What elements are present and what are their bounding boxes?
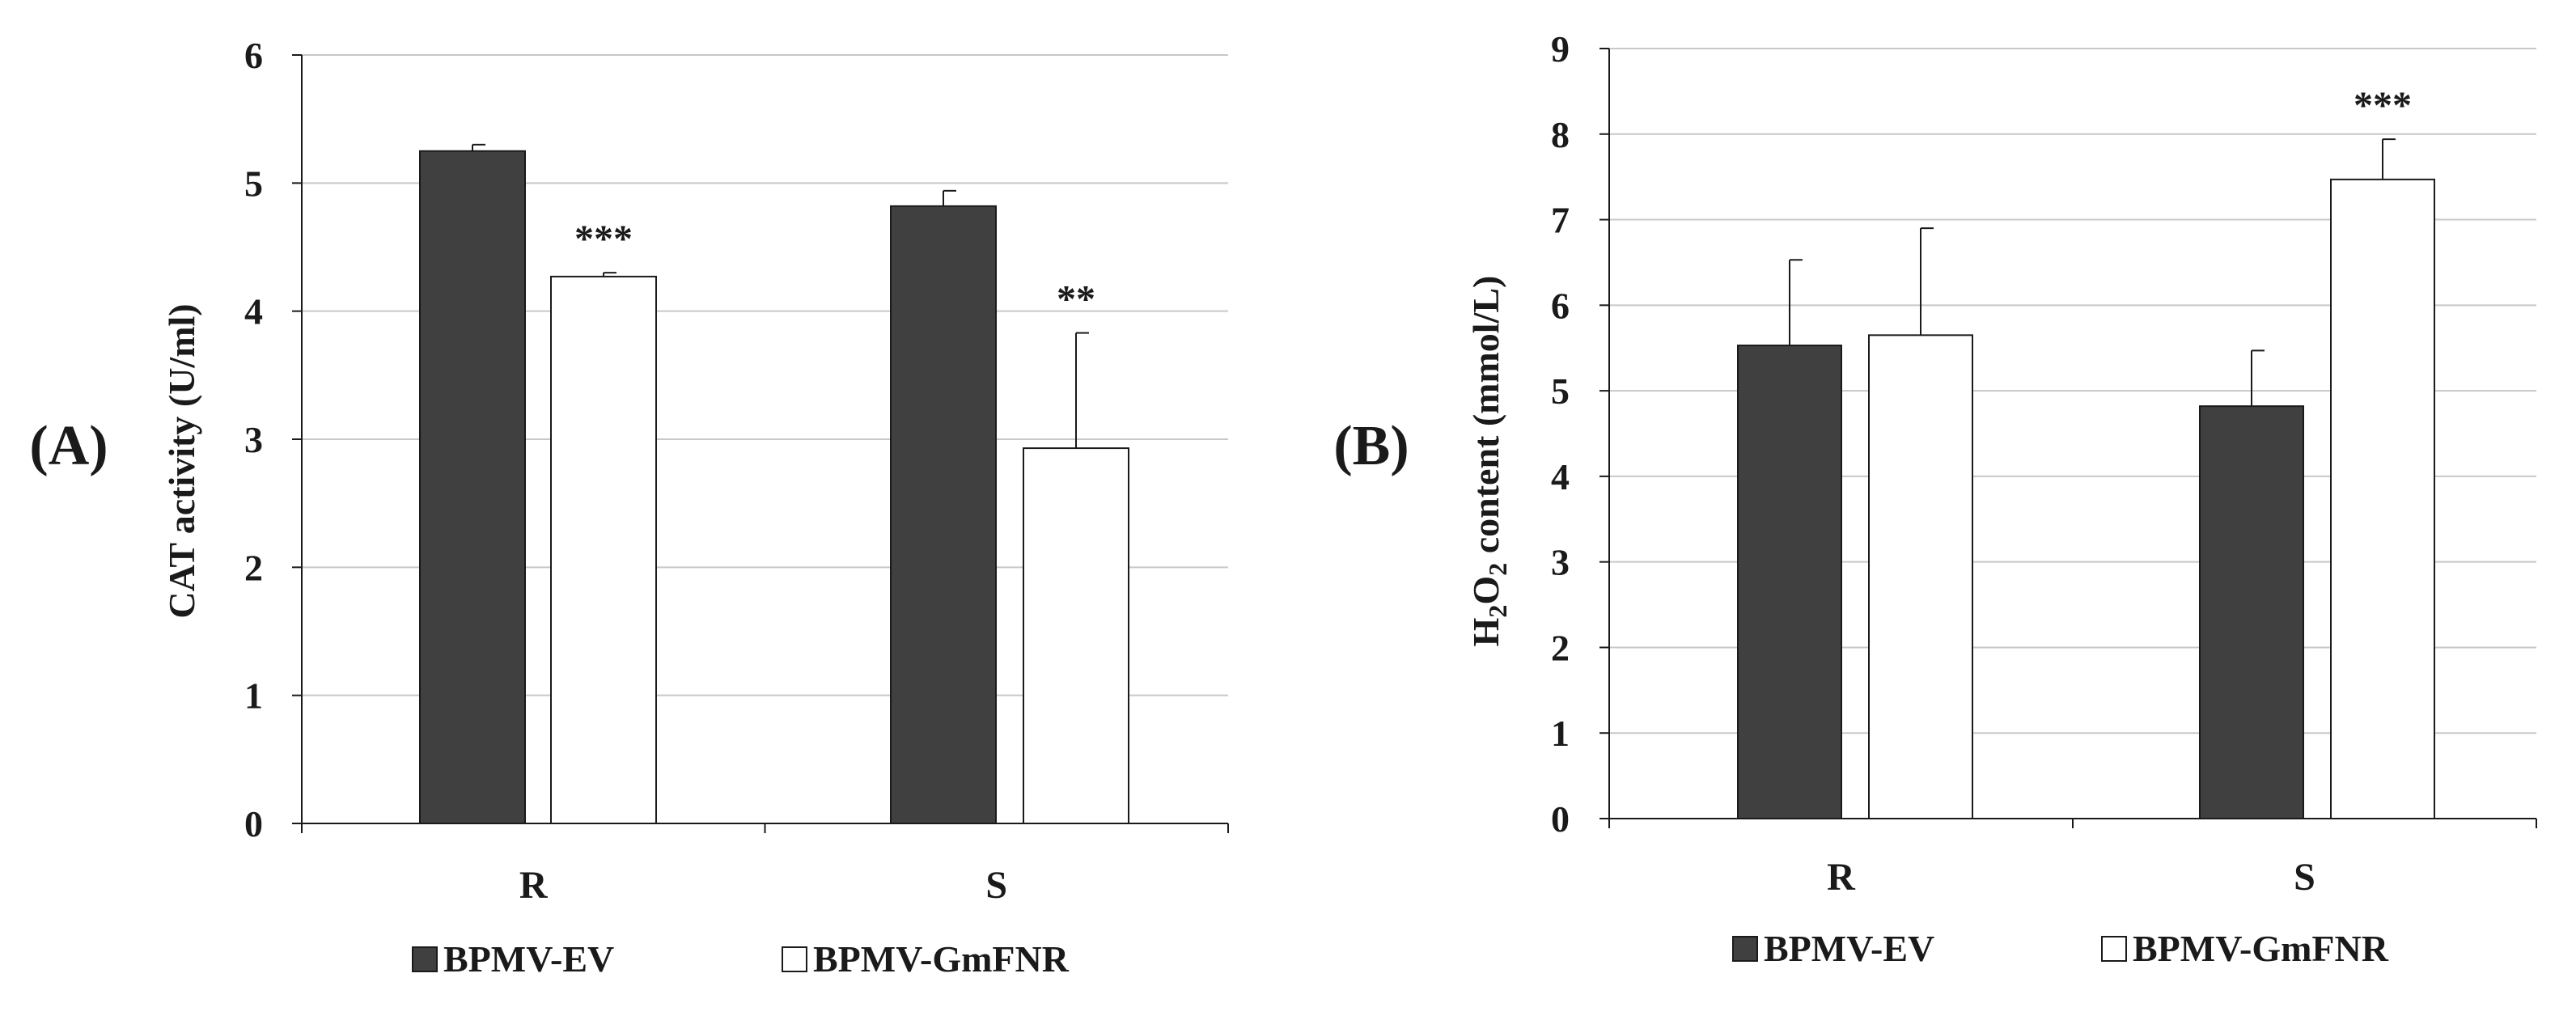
panel-b-legend-label-gmfnr: BPMV-GmFNR xyxy=(2133,928,2389,969)
panel-a-y-tick-labels: 0 1 2 3 4 5 6 xyxy=(244,35,263,844)
panel-b-legend: BPMV-EV BPMV-GmFNR xyxy=(1732,928,2389,969)
panel-b-y-tick-label-5: 5 xyxy=(1551,370,1570,412)
panel-b-x-tick-label-R: R xyxy=(1827,856,1856,899)
panel-b-y-tick-labels: 0 1 2 3 4 5 6 7 8 9 xyxy=(1551,28,1570,840)
panel-b-legend-swatch-gmfnr xyxy=(2101,936,2127,962)
panel-b-bar-BPMV-EV-S xyxy=(2199,405,2304,819)
panel-b-legend-label-ev: BPMV-EV xyxy=(1764,928,1934,969)
panel-a-bar-BPMV-EV-R xyxy=(419,150,526,824)
panel-a-y-tick-label-1: 1 xyxy=(244,675,263,717)
panel-a-y-tick-label-3: 3 xyxy=(244,419,263,460)
panel-b-y-tick-label-4: 4 xyxy=(1551,456,1570,497)
panel-a-bar-BPMV-GmFNR-R xyxy=(550,275,657,824)
panel-a-legend-label-gmfnr: BPMV-GmFNR xyxy=(813,938,1070,980)
panel-b-x-tick-label-S: S xyxy=(2294,856,2315,899)
panel-b-bar-BPMV-EV-R xyxy=(1737,345,1842,819)
panel-a-legend-label-ev: BPMV-EV xyxy=(443,938,614,980)
panel-b-y-tick-label-2: 2 xyxy=(1551,627,1570,668)
panel-b-significance: *** xyxy=(2354,84,2412,127)
panel-b-y-tick-label-3: 3 xyxy=(1551,542,1570,583)
panel-b-axes xyxy=(1599,48,2537,828)
panel-a-x-tick-label-S: S xyxy=(985,864,1007,907)
panel-a-y-tick-label-5: 5 xyxy=(244,163,263,204)
panel-a-legend: BPMV-EV BPMV-GmFNR xyxy=(412,938,1070,980)
panel-b-y-tick-label-6: 6 xyxy=(1551,285,1570,326)
panel-b-bars xyxy=(1737,138,2435,820)
panel-b-label: (B) xyxy=(1333,415,1409,477)
panel-a-bar-BPMV-EV-S xyxy=(890,205,997,825)
panel-a-bar-BPMV-GmFNR-S xyxy=(1023,447,1129,824)
panel-b-bar-BPMV-GmFNR-R xyxy=(1868,334,1973,820)
panel-a-y-tick-label-0: 0 xyxy=(244,803,263,844)
panel-b-y-tick-label-1: 1 xyxy=(1551,713,1570,754)
panel-a-x-tick-label-R: R xyxy=(519,864,549,907)
panel-b-y-tick-label-8: 8 xyxy=(1551,114,1570,155)
panel-b-significance-S: *** xyxy=(2354,84,2412,127)
panel-a-significance-R: *** xyxy=(574,218,633,260)
panel-b-y-axis-label: H2O2 content (mmol/L) xyxy=(1465,276,1512,647)
panel-a-label: (A) xyxy=(29,415,108,477)
panel-a-significance: ***** xyxy=(574,218,1095,320)
panel-a-y-tick-label-4: 4 xyxy=(244,291,263,332)
panel-a-significance-S: ** xyxy=(1057,278,1095,321)
panel-b-y-tick-label-7: 7 xyxy=(1551,200,1570,241)
panel-b-y-tick-label-0: 0 xyxy=(1551,798,1570,840)
panel-a-y-tick-label-2: 2 xyxy=(244,547,263,588)
panel-b-legend-swatch-ev xyxy=(1732,936,1758,962)
panel-a-axes xyxy=(292,54,1229,833)
panel-a-legend-swatch-gmfnr xyxy=(782,946,807,972)
panel-b-y-tick-label-9: 9 xyxy=(1551,28,1570,70)
panel-a-y-tick-label-6: 6 xyxy=(244,35,263,76)
panel-a-legend-swatch-ev xyxy=(412,946,438,972)
panel-a-y-axis-label: CAT activity (U/ml) xyxy=(161,303,202,618)
panel-b-bar-BPMV-GmFNR-S xyxy=(2330,178,2435,819)
